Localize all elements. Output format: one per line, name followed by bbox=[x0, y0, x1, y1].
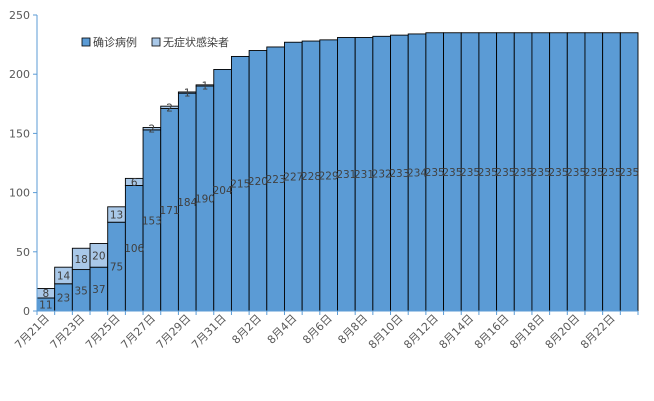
legend: 确诊病例 无症状感染者 bbox=[81, 35, 229, 49]
data-label-confirmed: 106 bbox=[124, 243, 144, 255]
data-label-confirmed: 184 bbox=[177, 197, 197, 209]
data-label-asymptomatic: 1 bbox=[202, 80, 209, 92]
x-tick-label: 7月31日 bbox=[189, 312, 229, 352]
data-label-asymptomatic: 20 bbox=[92, 250, 105, 262]
y-tick-label: 100 bbox=[9, 187, 30, 200]
data-label-confirmed: 235 bbox=[478, 167, 498, 179]
data-label-confirmed: 235 bbox=[548, 167, 568, 179]
data-label-asymptomatic: 8 bbox=[42, 288, 49, 300]
data-label-confirmed: 229 bbox=[319, 170, 339, 182]
data-label-asymptomatic: 18 bbox=[75, 254, 88, 266]
x-tick-label: 8月2日 bbox=[229, 312, 264, 347]
bars-group bbox=[36, 32, 639, 312]
data-label-confirmed: 235 bbox=[460, 167, 480, 179]
legend-label-confirmed: 确诊病例 bbox=[93, 35, 137, 49]
data-label-confirmed: 232 bbox=[372, 169, 392, 181]
data-label-confirmed: 171 bbox=[160, 205, 180, 217]
data-label-confirmed: 233 bbox=[389, 168, 409, 180]
legend-swatch-confirmed bbox=[81, 37, 91, 47]
x-tick-label: 7月29日 bbox=[154, 312, 194, 352]
data-label-asymptomatic: 1 bbox=[184, 88, 191, 100]
y-tick-label: 250 bbox=[9, 9, 30, 22]
x-tick-label: 7月25日 bbox=[83, 312, 123, 352]
x-tick-label: 7月23日 bbox=[48, 312, 88, 352]
y-tick-label: 200 bbox=[9, 68, 30, 81]
data-label-confirmed: 235 bbox=[513, 167, 533, 179]
legend-swatch-asymptomatic bbox=[151, 37, 161, 47]
data-label-confirmed: 228 bbox=[301, 171, 321, 183]
x-tick-label: 8月10日 bbox=[366, 312, 406, 352]
data-label-confirmed: 215 bbox=[230, 179, 250, 191]
x-tick-label: 8月12日 bbox=[401, 312, 441, 352]
data-label-confirmed: 11 bbox=[39, 299, 52, 311]
data-labels-group: 118 23 14 35 18 37 20 75 13 106 6 153 2 171 2 184 1 190 1 2… bbox=[39, 80, 639, 311]
data-label-confirmed: 235 bbox=[566, 167, 586, 179]
x-tick-label: 7月21日 bbox=[12, 312, 52, 352]
data-label-asymptomatic: 2 bbox=[166, 102, 173, 114]
data-label-confirmed: 235 bbox=[425, 167, 445, 179]
data-label-confirmed: 231 bbox=[354, 169, 374, 181]
x-tick-label: 7月27日 bbox=[118, 312, 158, 352]
x-tick-label: 8月20日 bbox=[543, 312, 583, 352]
data-label-asymptomatic: 14 bbox=[57, 270, 71, 282]
data-label-confirmed: 231 bbox=[336, 169, 356, 181]
data-label-confirmed: 37 bbox=[92, 284, 105, 296]
data-label-confirmed: 235 bbox=[531, 167, 551, 179]
data-label-confirmed: 204 bbox=[213, 185, 233, 197]
data-label-confirmed: 75 bbox=[110, 262, 123, 274]
data-label-confirmed: 220 bbox=[248, 176, 268, 188]
x-tick-label: 8月8日 bbox=[335, 312, 370, 347]
y-tick-label: 0 bbox=[23, 305, 30, 318]
y-tick-label: 150 bbox=[9, 127, 30, 140]
legend-label-asymptomatic: 无症状感染者 bbox=[163, 35, 229, 49]
x-tick-label: 8月18日 bbox=[507, 312, 547, 352]
x-tick-label: 8月6日 bbox=[300, 312, 335, 347]
data-label-confirmed: 23 bbox=[57, 292, 70, 304]
data-label-confirmed: 227 bbox=[283, 172, 303, 184]
data-label-confirmed: 234 bbox=[407, 167, 427, 179]
data-label-confirmed: 235 bbox=[495, 167, 515, 179]
y-axis-ticks: 0 50 100 150 200 250 bbox=[9, 9, 37, 318]
data-label-confirmed: 223 bbox=[266, 174, 286, 186]
data-label-asymptomatic: 6 bbox=[131, 177, 138, 189]
x-tick-label: 8月14日 bbox=[437, 312, 477, 352]
data-label-confirmed: 235 bbox=[584, 167, 604, 179]
data-label-confirmed: 235 bbox=[442, 167, 462, 179]
data-label-asymptomatic: 2 bbox=[149, 124, 156, 136]
data-label-confirmed: 35 bbox=[75, 285, 88, 297]
data-label-confirmed: 153 bbox=[142, 215, 162, 227]
data-label-asymptomatic: 13 bbox=[110, 210, 123, 222]
data-label-confirmed: 235 bbox=[601, 167, 621, 179]
y-tick-label: 50 bbox=[16, 246, 30, 259]
x-tick-label: 8月16日 bbox=[472, 312, 512, 352]
data-label-confirmed: 190 bbox=[195, 194, 215, 206]
x-tick-label: 8月22日 bbox=[578, 312, 618, 352]
data-label-confirmed: 235 bbox=[619, 167, 639, 179]
x-tick-label: 8月4日 bbox=[265, 312, 300, 347]
